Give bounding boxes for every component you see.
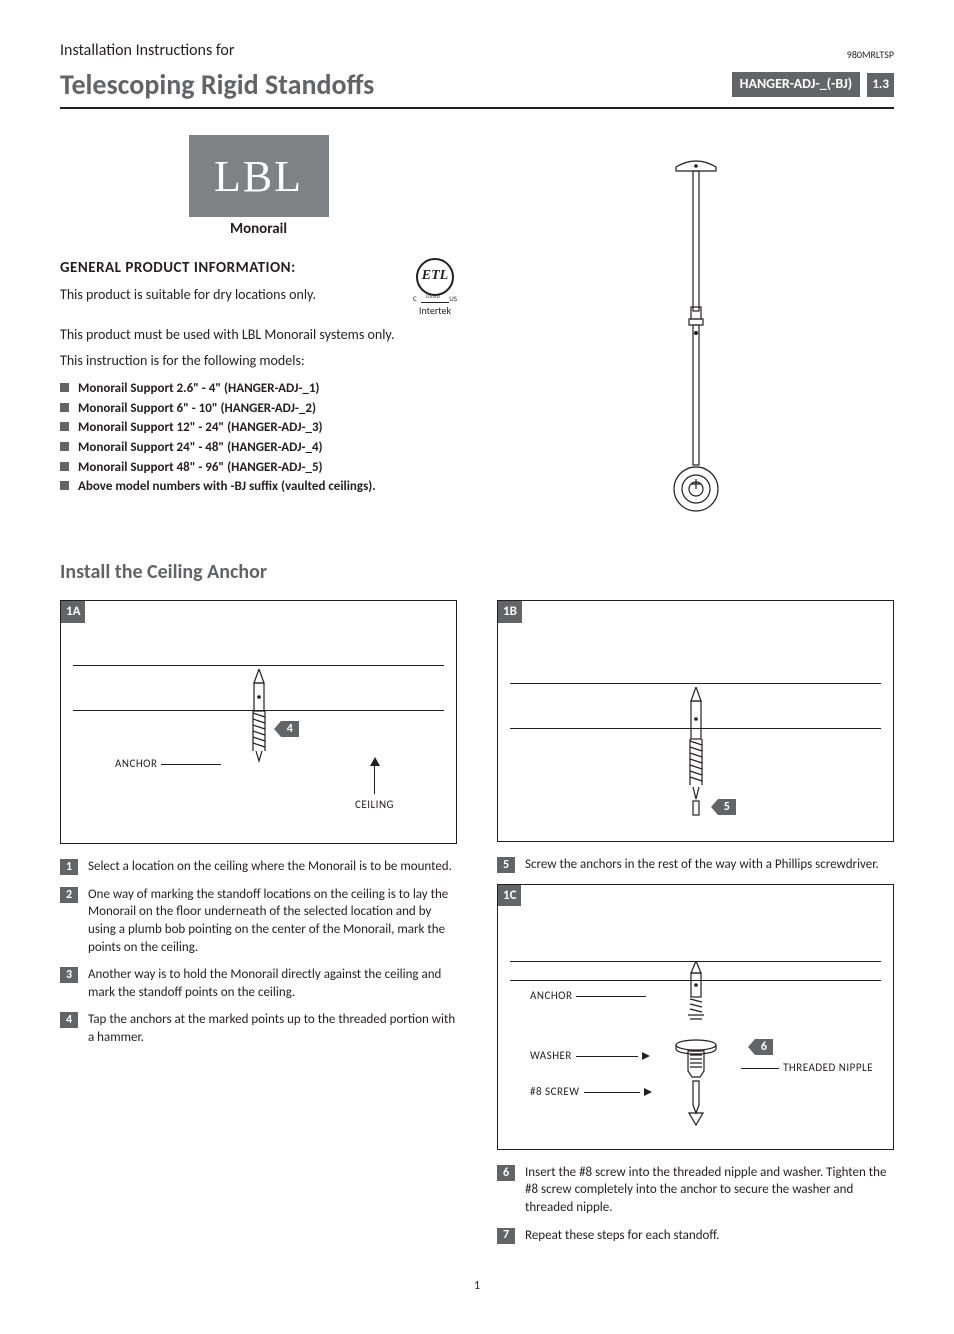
document-number: 980MRLTSP [847, 48, 894, 62]
etl-sub-row: C LISTED US [413, 294, 457, 303]
arrow-right-icon [644, 1088, 652, 1096]
arrow-up-icon [370, 757, 380, 766]
upper-two-col: LBL Monorail GENERAL PRODUCT INFORMATION… [60, 125, 894, 529]
step-row: 1 Select a location on the ceiling where… [60, 858, 457, 876]
ceiling-callout: CEILING [355, 757, 394, 813]
figure-1b-step-badge: 5 [718, 799, 736, 815]
figure-1c: 1C [497, 884, 894, 1150]
step-row: 6 Insert the #8 screw into the threaded … [497, 1164, 894, 1217]
gpi-paragraph-3: This instruction is for the following mo… [60, 352, 457, 371]
anchor-right-col: 1B 5 [497, 600, 894, 1254]
page-title: Telescoping Rigid Standoffs [60, 66, 374, 104]
figure-1b: 1B 5 [497, 600, 894, 842]
header-top-row: Installation Instructions for 980MRLTSP [60, 40, 894, 62]
figure-1a-label: 1A [61, 601, 85, 623]
etl-listed-label: LISTED [426, 294, 440, 303]
page-number: 1 [60, 1278, 894, 1294]
step-number-badge: 4 [60, 1012, 78, 1028]
step-row: 3 Another way is to hold the Monorail di… [60, 966, 457, 1001]
step-text: Tap the anchors at the marked points up … [88, 1011, 457, 1046]
step-text: Screw the anchors in the rest of the way… [525, 856, 894, 874]
version-badge: 1.3 [867, 73, 894, 97]
gpi-header-row: GENERAL PRODUCT INFORMATION: This produc… [60, 258, 457, 318]
etl-certification-mark: ETL C LISTED US Intertek [413, 258, 457, 318]
step-number-badge: 1 [60, 859, 78, 875]
upper-right-col [497, 125, 894, 529]
anchor-label-1c: ANCHOR [530, 989, 572, 1004]
section-title-anchor: Install the Ceiling Anchor [60, 559, 894, 586]
model-list: Monorail Support 2.6" - 4" (HANGER-ADJ-_… [60, 379, 457, 496]
step-text: Select a location on the ceiling where t… [88, 858, 457, 876]
anchor-two-col: 1A 4 [60, 600, 894, 1254]
step-text: Repeat these steps for each standoff. [525, 1227, 894, 1245]
step-text: Insert the #8 screw into the threaded ni… [525, 1164, 894, 1217]
model-item: Monorail Support 2.6" - 4" (HANGER-ADJ-_… [60, 379, 457, 399]
step-row: 5 Screw the anchors in the rest of the w… [497, 856, 894, 874]
model-item: Monorail Support 6" - 10" (HANGER-ADJ-_2… [60, 399, 457, 419]
anchor-callout-1c: ANCHOR [530, 989, 646, 1004]
screw-label: #8 SCREW [530, 1085, 580, 1100]
model-item: Monorail Support 12" - 24" (HANGER-ADJ-_… [60, 418, 457, 438]
anchor-screw-icon [244, 669, 274, 779]
ceiling-callout-label: CEILING [355, 798, 394, 813]
part-version-group: HANGER-ADJ-_(-BJ) 1.3 [732, 72, 894, 97]
title-row: Telescoping Rigid Standoffs HANGER-ADJ-_… [60, 66, 894, 110]
intertek-label: Intertek [413, 304, 457, 318]
figure-1c-step-badge: 6 [755, 1039, 773, 1055]
gpi-paragraph-2: This product must be used with LBL Monor… [60, 326, 457, 345]
part-number-badge: HANGER-ADJ-_(-BJ) [732, 72, 861, 97]
anchor-assembly-icon [666, 961, 726, 1131]
step-number-badge: 6 [497, 1165, 515, 1181]
nipple-callout: THREADED NIPPLE [741, 1061, 873, 1076]
washer-label: WASHER [530, 1049, 572, 1064]
gpi-paragraph-1: This product is suitable for dry locatio… [60, 286, 401, 305]
etl-us-label: US [449, 294, 457, 303]
step-row: 7 Repeat these steps for each standoff. [497, 1227, 894, 1245]
upper-left-col: LBL Monorail GENERAL PRODUCT INFORMATION… [60, 125, 457, 529]
model-item: Above model numbers with -BJ suffix (vau… [60, 477, 457, 497]
standoff-product-illustration [651, 149, 741, 529]
model-item: Monorail Support 48" - 96" (HANGER-ADJ-_… [60, 458, 457, 478]
step-number-badge: 2 [60, 887, 78, 903]
figure-1a: 1A 4 [60, 600, 457, 844]
step-number-badge: 7 [497, 1228, 515, 1244]
screw-callout: #8 SCREW [530, 1085, 652, 1100]
step-number-badge: 5 [497, 857, 515, 873]
step-row: 4 Tap the anchors at the marked points u… [60, 1011, 457, 1046]
etl-circle-icon: ETL [416, 258, 454, 296]
etl-c-label: C [413, 294, 417, 303]
figure-1a-step-badge: 4 [281, 721, 299, 737]
nipple-label: THREADED NIPPLE [783, 1061, 873, 1076]
install-for-label: Installation Instructions for [60, 40, 234, 62]
gpi-heading: GENERAL PRODUCT INFORMATION: [60, 258, 401, 278]
brand-logo-box: LBL [189, 135, 329, 217]
step-text: One way of marking the standoff location… [88, 886, 457, 956]
step-row: 2 One way of marking the standoff locati… [60, 886, 457, 956]
anchor-left-col: 1A 4 [60, 600, 457, 1254]
anchor-callout: ANCHOR [115, 757, 221, 772]
figure-1b-label: 1B [498, 601, 522, 623]
anchor-callout-label: ANCHOR [115, 757, 157, 772]
step-number-badge: 3 [60, 967, 78, 983]
brand-subline: Monorail [60, 219, 457, 239]
washer-callout: WASHER [530, 1049, 650, 1064]
anchor-screw-icon [681, 687, 711, 817]
step-text: Another way is to hold the Monorail dire… [88, 966, 457, 1001]
figure-1c-label: 1C [498, 885, 521, 907]
model-item: Monorail Support 24" - 48" (HANGER-ADJ-_… [60, 438, 457, 458]
arrow-right-icon [642, 1052, 650, 1060]
